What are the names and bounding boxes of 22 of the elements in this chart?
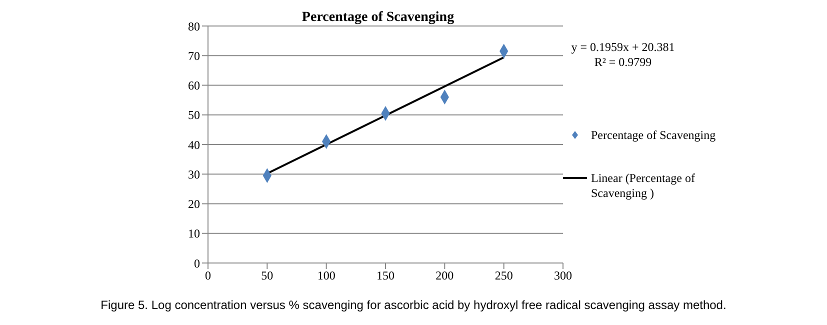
x-tick-label: 300 (554, 268, 572, 283)
text: R² = 0.9799 (593, 55, 653, 70)
x-tick-label: 50 (261, 268, 274, 283)
x-tick-label: 250 (494, 268, 513, 283)
y-tick-label: 10 (188, 226, 200, 241)
caption: Figure 5. Log concentration versus % scavenging for ascorbic acid by hydroxyl free radical scavenging assay method. (100, 298, 728, 312)
legend-label: Percentage of Scavenging (591, 128, 716, 142)
x-tick-label: 0 (205, 268, 211, 283)
y-tick-label: 50 (188, 108, 200, 122)
y-tick-label: 0 (194, 256, 200, 270)
y-tick-label: 70 (188, 48, 200, 63)
y-tick-label: 30 (188, 167, 200, 182)
x-tick-label: 200 (436, 268, 454, 283)
x-tick-label: 100 (317, 268, 336, 283)
text: y = 0.1959x + 20.381 (570, 40, 676, 55)
chart-title: Percentage of Scavenging (300, 10, 456, 26)
legend-label: Linear (Percentage of Scavenging ) (591, 170, 696, 200)
x-tick-label: 150 (376, 268, 394, 283)
y-tick-label: 60 (188, 78, 200, 93)
y-tick-label: 40 (188, 138, 200, 152)
y-tick-label: 80 (188, 19, 200, 34)
y-tick-label: 20 (188, 197, 200, 212)
